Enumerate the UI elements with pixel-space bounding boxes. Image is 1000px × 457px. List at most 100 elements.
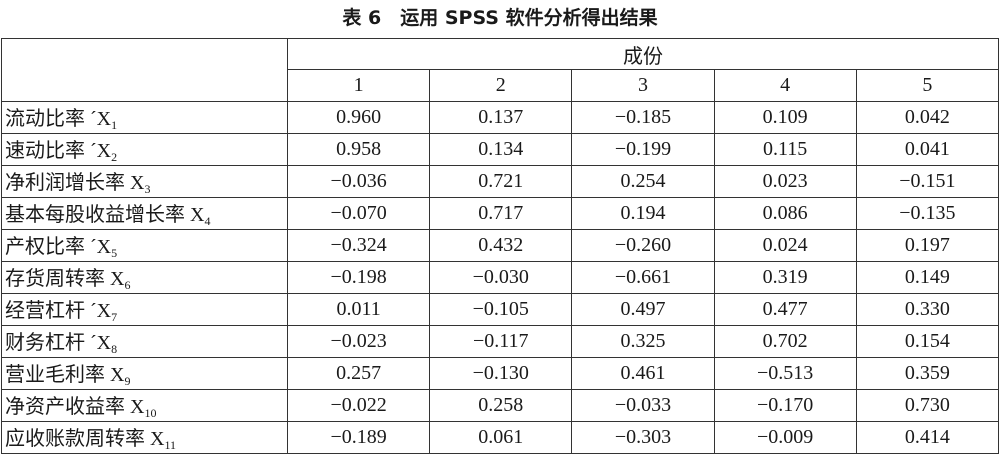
value-cell: −0.022 [286,389,431,422]
value-cell: 0.461 [571,357,715,390]
label-text: 净利润增长率 X [5,172,145,194]
label-subscript: 7 [111,310,118,324]
label-subscript: 5 [111,246,118,260]
value-cell: 0.024 [713,229,857,262]
data-row: 经营杠杆 ´X7 0.011 −0.105 0.497 0.477 0.330 [1,293,1000,326]
data-row: 速动比率 ´X2 0.958 0.134 −0.199 0.115 0.041 [1,133,1000,166]
value-cell: 0.477 [713,293,857,326]
value-cell: 0.061 [429,421,573,454]
row-label: 产权比率 ´X5 [1,229,288,262]
label-text: 存货周转率 X [5,268,125,290]
value-cell: −0.036 [286,165,431,198]
value-cell: 0.154 [855,325,1000,358]
value-cell: −0.023 [286,325,431,358]
value-cell: 0.414 [855,421,1000,454]
row-label: 流动比率 ´X1 [1,101,288,134]
label-subscript: 9 [124,374,131,388]
value-cell: 0.109 [713,101,857,134]
label-text: 营业毛利率 X [5,364,125,386]
column-header: 5 [855,69,1000,102]
value-cell: −0.009 [713,421,857,454]
value-cell: −0.033 [571,389,715,422]
row-label: 应收账款周转率 X11 [1,421,288,454]
row-label: 基本每股收益增长率 X4 [1,197,288,230]
row-label: 速动比率 ´X2 [1,133,288,166]
label-text: 流动比率 ´X [5,108,112,130]
label-subscript: 2 [111,150,118,164]
column-header: 2 [429,69,573,102]
data-row: 净资产收益率 X10 −0.022 0.258 −0.033 −0.170 0.730 [1,389,1000,422]
column-header: 3 [571,69,715,102]
value-cell: 0.432 [429,229,573,262]
label-text: 产权比率 ´X [5,236,112,258]
value-cell: −0.070 [286,197,431,230]
row-label: 营业毛利率 X9 [1,357,288,390]
data-row: 净利润增长率 X3 −0.036 0.721 0.254 0.023 −0.151 [1,165,1000,198]
value-cell: −0.513 [713,357,857,390]
value-cell: −0.185 [571,101,715,134]
value-cell: 0.257 [286,357,431,390]
row-label: 净利润增长率 X3 [1,165,288,198]
label-subscript: 6 [124,278,131,292]
value-cell: −0.105 [429,293,573,326]
value-cell: 0.958 [286,133,431,166]
label-subscript: 10 [144,406,157,420]
value-cell: 0.086 [713,197,857,230]
value-cell: −0.198 [286,261,431,294]
header-row: 成份 [1,38,999,102]
value-cell: −0.199 [571,133,715,166]
label-text: 净资产收益率 X [5,396,145,418]
value-cell: 0.254 [571,165,715,198]
value-cell: 0.497 [571,293,715,326]
value-cell: 0.325 [571,325,715,358]
value-cell: −0.661 [571,261,715,294]
value-cell: 0.041 [855,133,1000,166]
label-subscript: 1 [111,118,118,132]
value-cell: 0.258 [429,389,573,422]
value-cell: 0.115 [713,133,857,166]
group-header: 成份 [287,38,999,70]
value-cell: −0.189 [286,421,431,454]
value-cell: −0.130 [429,357,573,390]
data-row: 流动比率 ´X1 0.960 0.137 −0.185 0.109 0.042 [1,101,1000,134]
label-subscript: 4 [204,214,211,228]
value-cell: 0.730 [855,389,1000,422]
value-cell: 0.011 [286,293,431,326]
label-text: 财务杠杆 ´X [5,332,112,354]
value-cell: 0.717 [429,197,573,230]
label-text: 应收账款周转率 X [5,428,165,450]
table-title: 表 6 运用 SPSS 软件分析得出结果 [342,7,658,29]
value-cell: 0.359 [855,357,1000,390]
value-cell: 0.721 [429,165,573,198]
label-subscript: 11 [164,438,177,452]
value-cell: 0.023 [713,165,857,198]
column-header: 4 [713,69,857,102]
value-cell: −0.117 [429,325,573,358]
data-row: 营业毛利率 X9 0.257 −0.130 0.461 −0.513 0.359 [1,357,1000,390]
data-row: 应收账款周转率 X11 −0.189 0.061 −0.303 −0.009 0.414 [1,421,1000,454]
value-cell: 0.960 [286,101,431,134]
value-cell: −0.324 [286,229,431,262]
data-row: 存货周转率 X6 −0.198 −0.030 −0.661 0.319 0.149 [1,261,1000,294]
value-cell: 0.134 [429,133,573,166]
data-row: 基本每股收益增长率 X4 −0.070 0.717 0.194 0.086 −0.135 [1,197,1000,230]
value-cell: 0.702 [713,325,857,358]
label-subscript: 8 [111,342,118,356]
value-cell: −0.135 [855,197,1000,230]
label-subscript: 3 [144,182,151,196]
value-cell: 0.194 [571,197,715,230]
value-cell: 0.042 [855,101,1000,134]
column-header: 1 [286,69,431,102]
value-cell: −0.151 [855,165,1000,198]
corner-cell [1,38,288,102]
value-cell: 0.197 [855,229,1000,262]
value-cell: 0.137 [429,101,573,134]
value-cell: −0.260 [571,229,715,262]
value-cell: 0.149 [855,261,1000,294]
label-text: 速动比率 ´X [5,140,112,162]
data-row: 产权比率 ´X5 −0.324 0.432 −0.260 0.024 0.197 [1,229,1000,262]
